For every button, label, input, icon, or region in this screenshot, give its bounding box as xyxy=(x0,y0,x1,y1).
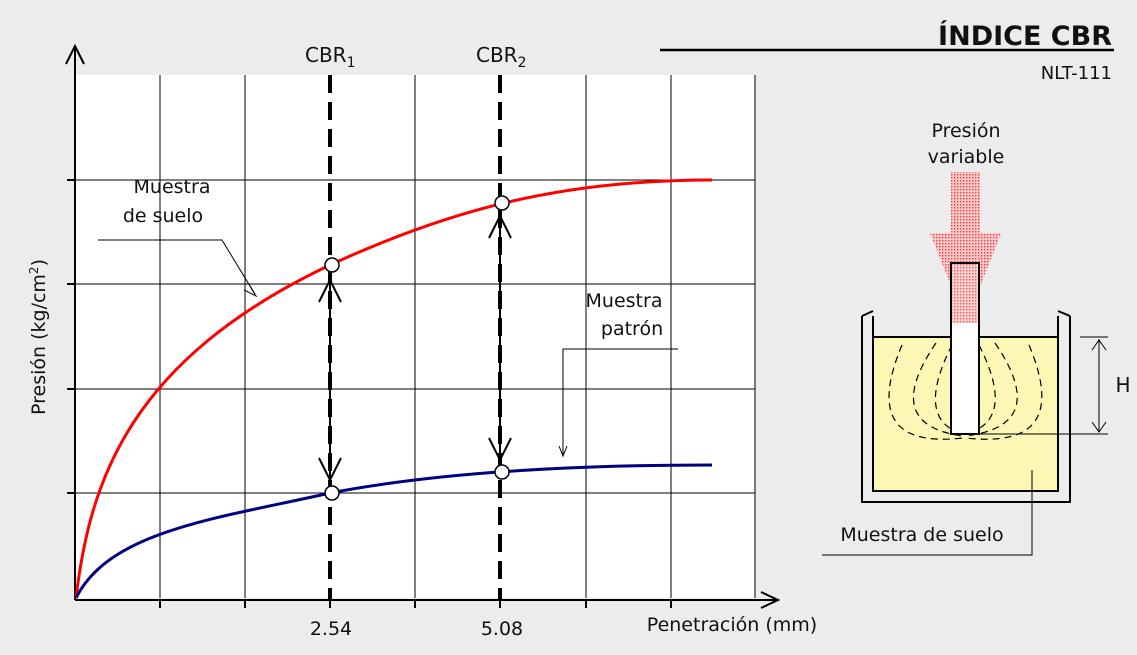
soil-leader-head xyxy=(243,283,258,298)
cbr2-arrow-down xyxy=(488,437,512,463)
cbr2-arrow-up xyxy=(488,213,512,239)
container-inner xyxy=(872,316,1059,492)
axis-ticks xyxy=(67,179,672,608)
container-lip-left xyxy=(861,310,874,317)
standard-leader xyxy=(562,348,678,456)
pressure-label-line1: Presión xyxy=(931,120,1000,142)
h-dim-arrow-bottom xyxy=(1091,421,1107,433)
arrow-overlay xyxy=(951,263,979,323)
standard-code: NLT-111 xyxy=(1041,63,1112,84)
soil-curve-label-line1: Muestra xyxy=(134,176,211,198)
y-axis-arrow xyxy=(65,43,85,65)
intersection-markers xyxy=(324,195,510,501)
bulb-line xyxy=(965,344,996,435)
height-dimension xyxy=(965,336,1108,435)
cbr-arrows xyxy=(318,213,512,483)
marker-soil-cbr1 xyxy=(324,257,340,273)
page-title: ÍNDICE CBR xyxy=(938,20,1112,52)
bulb-line xyxy=(965,342,1018,437)
cbr1-arrow-down xyxy=(318,457,342,483)
container-lip-right xyxy=(1057,310,1071,317)
height-label: H xyxy=(1115,373,1130,397)
marker-standard-cbr1 xyxy=(324,485,340,501)
container-outer xyxy=(861,316,1071,503)
cbr1-label: CBR1 xyxy=(305,43,356,71)
axes xyxy=(65,43,781,609)
cbr1-arrow-up xyxy=(318,277,342,303)
x-axis-arrow xyxy=(760,591,781,609)
marker-standard-cbr2 xyxy=(494,464,510,480)
bulb-line xyxy=(888,344,964,440)
standard-leader-head xyxy=(558,445,568,458)
pressure-arrow xyxy=(930,172,1001,323)
bulb-line xyxy=(912,342,964,437)
bulb-line xyxy=(965,344,1043,440)
soil-sample-label: Muestra de suelo xyxy=(840,524,1003,546)
standard-curve-label-line2: patrón xyxy=(601,318,663,340)
pressure-bulbs xyxy=(888,342,1043,440)
cbr2-label: CBR2 xyxy=(476,43,527,71)
marker-soil-cbr2 xyxy=(494,195,510,211)
grid xyxy=(75,75,756,598)
curve-leaders xyxy=(98,239,678,458)
soil-leader xyxy=(98,239,257,297)
sample-leader xyxy=(822,470,1033,556)
x-tick-label-2-54: 2.54 xyxy=(310,618,352,640)
x-axis-label: Penetración (mm) xyxy=(647,614,817,636)
pressure-label-line2: variable xyxy=(928,146,1005,168)
bulb-line xyxy=(934,344,964,435)
h-dim-arrow-top xyxy=(1091,339,1107,351)
soil-curve-label-line2: de suelo xyxy=(123,205,203,227)
x-tick-label-5-08: 5.08 xyxy=(481,618,523,640)
standard-curve-label-line1: Muestra xyxy=(586,290,663,312)
y-axis-label: Presión (kg/cm2) xyxy=(27,259,50,415)
